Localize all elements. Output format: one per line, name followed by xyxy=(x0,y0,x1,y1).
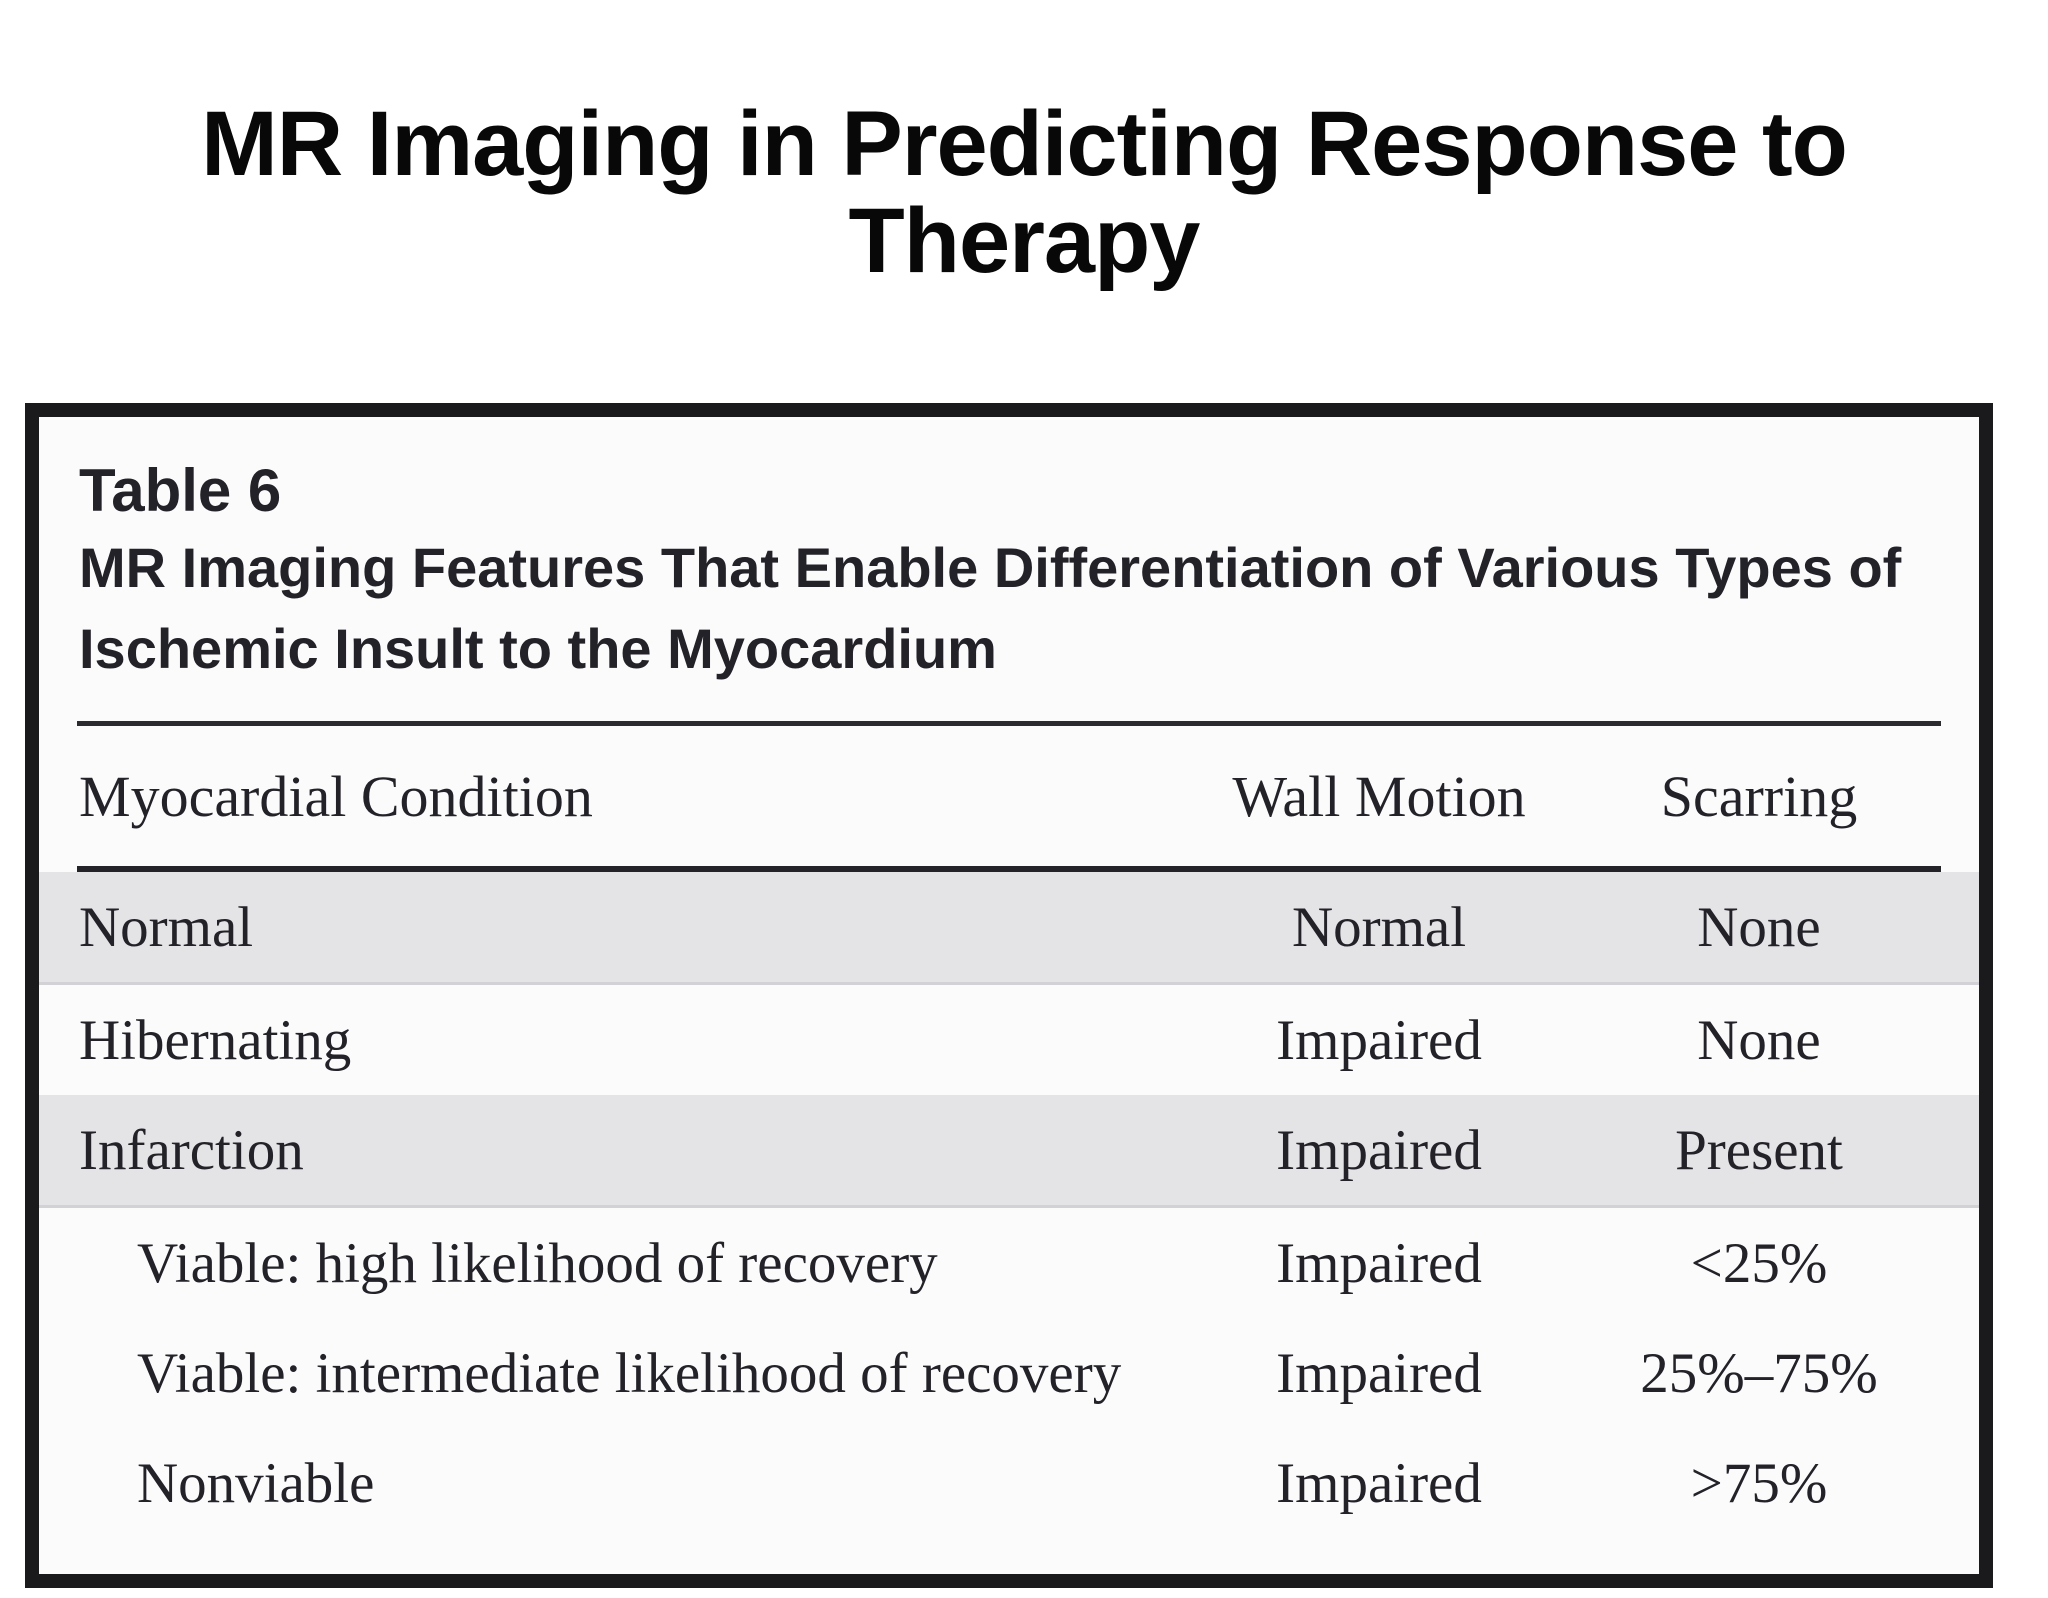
table-caption-line-1: MR Imaging Features That Enable Differen… xyxy=(79,535,1902,599)
table-row-viable-high: Viable: high likelihood of recovery Impa… xyxy=(39,1208,1979,1318)
cell-condition: Nonviable xyxy=(137,1451,375,1515)
cell-scarring: 25%–75% xyxy=(1640,1341,1878,1405)
cell-scarring: None xyxy=(1697,895,1821,959)
slide-title: MR Imaging in Predicting Response to The… xyxy=(0,62,2048,291)
table-row-normal: Normal Normal None xyxy=(39,872,1979,986)
data-table: Myocardial Condition Wall Motion Scarrin… xyxy=(39,726,1979,1538)
cell-scarring: None xyxy=(1697,1008,1821,1072)
table-label: Table 6 xyxy=(79,456,282,524)
table-row-viable-intermediate: Viable: intermediate likelihood of recov… xyxy=(39,1318,1979,1428)
cell-scarring: >75% xyxy=(1690,1451,1828,1515)
cell-wall-motion: Normal xyxy=(1291,895,1467,959)
cell-wall-motion: Impaired xyxy=(1276,1008,1482,1072)
cell-wall-motion: Impaired xyxy=(1276,1451,1482,1515)
table-header-row: Myocardial Condition Wall Motion Scarrin… xyxy=(39,726,1979,866)
column-header-scarring: Scarring xyxy=(1660,763,1858,829)
table-figure-frame: Table 6 MR Imaging Features That Enable … xyxy=(25,402,1993,1588)
column-header-myocardial-condition: Myocardial Condition xyxy=(79,763,593,829)
cell-condition: Viable: intermediate likelihood of recov… xyxy=(137,1341,1122,1405)
slide-title-line-1: MR Imaging in Predicting Response to xyxy=(201,92,1848,195)
cell-scarring: Present xyxy=(1675,1118,1843,1182)
table-caption-line-2: Ischemic Insult to the Myocardium xyxy=(79,616,997,680)
cell-condition: Infarction xyxy=(79,1118,304,1182)
cell-scarring: <25% xyxy=(1690,1231,1828,1295)
table-row-infarction: Infarction Impaired Present xyxy=(39,1095,1979,1209)
table-row-hibernating: Hibernating Impaired None xyxy=(39,985,1979,1095)
cell-wall-motion: Impaired xyxy=(1276,1118,1482,1182)
top-rule xyxy=(77,721,1941,727)
table-row-nonviable: Nonviable Impaired >75% xyxy=(39,1428,1979,1538)
table-caption: MR Imaging Features That Enable Differen… xyxy=(39,527,1979,689)
cell-condition: Hibernating xyxy=(79,1008,352,1072)
table-figure: Table 6 MR Imaging Features That Enable … xyxy=(39,417,1979,1574)
column-header-wall-motion: Wall Motion xyxy=(1232,763,1526,829)
cell-wall-motion: Impaired xyxy=(1276,1231,1482,1295)
cell-condition: Viable: high likelihood of recovery xyxy=(137,1231,938,1295)
cell-condition: Normal xyxy=(79,895,254,959)
cell-wall-motion: Impaired xyxy=(1276,1341,1482,1405)
header-rule xyxy=(77,866,1941,873)
slide-title-line-2: Therapy xyxy=(848,190,1201,293)
